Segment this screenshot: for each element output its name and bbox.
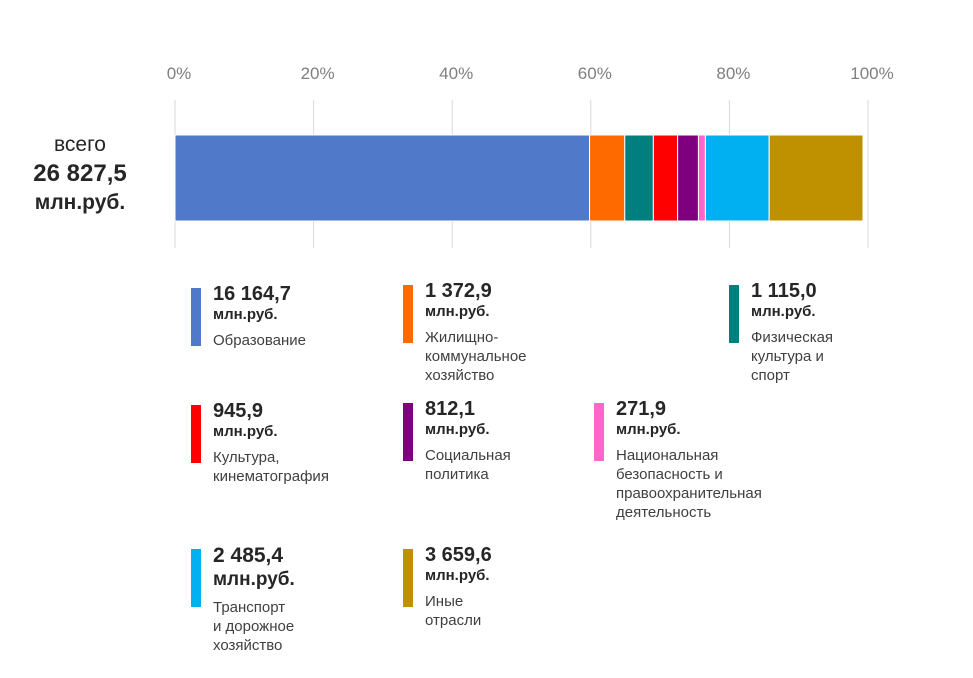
total-value: 26 827,5 [33, 160, 127, 187]
legend-swatch [191, 405, 201, 463]
bar-segment-0 [174, 134, 591, 222]
legend-swatch [403, 403, 413, 461]
legend-unit: млн.руб. [213, 423, 278, 440]
legend-swatch [191, 549, 201, 607]
legend-value: 16 164,7 [213, 283, 291, 305]
x-tick-label: 40% [439, 64, 473, 83]
legend-value: 1 115,0 [751, 280, 817, 302]
legend-swatch [729, 285, 739, 343]
legend-name: Физическая культура и спорт [751, 329, 834, 384]
legend-swatch [191, 288, 201, 346]
total-unit: млн.руб. [34, 191, 126, 214]
x-tick-label: 60% [578, 64, 612, 83]
total-summary: всего 26 827,5 млн.руб. [10, 132, 150, 216]
legend-value: 271,9 [616, 398, 667, 420]
bar-segment-1 [589, 134, 626, 222]
legend-unit: млн.руб. [425, 303, 490, 320]
x-tick-label: 0% [167, 64, 192, 83]
total-label: всего [54, 133, 106, 156]
bar-segment-2 [624, 134, 654, 222]
legend-unit: млн.руб. [616, 421, 681, 438]
bar-segment-5 [697, 134, 706, 222]
legend-name: Социальная политика [425, 447, 511, 483]
legend-name: Иные отрасли [425, 593, 482, 629]
legend-swatch [594, 403, 604, 461]
x-tick-label: 100% [850, 64, 893, 83]
legend-value: 812,1 [425, 398, 476, 420]
legend-unit: млн.руб. [213, 306, 278, 323]
legend-name: Национальная безопасность и правоохранит… [616, 447, 762, 521]
legend-unit: млн.руб. [425, 567, 490, 584]
legend-unit: млн.руб. [751, 303, 816, 320]
legend-value: 2 485,4 [213, 544, 284, 567]
bar-segment-3 [652, 134, 679, 222]
legend-name: Жилищно-коммунальное хозяйство [425, 329, 527, 384]
legend-unit: млн.руб. [213, 569, 295, 590]
x-axis-tick-labels: 0% 20% 40% 60% 80% 100% [167, 64, 894, 83]
bar-segment-7 [768, 134, 864, 222]
legend-swatch [403, 285, 413, 343]
legend-name: Образование [213, 332, 306, 349]
legend-name: Культура, кинематография [213, 449, 329, 485]
legend-value: 3 659,6 [425, 544, 492, 566]
x-tick-label: 80% [716, 64, 750, 83]
bar-segments [174, 134, 864, 222]
legend-value: 945,9 [213, 400, 264, 422]
bar-segment-6 [704, 134, 770, 222]
legend-unit: млн.руб. [425, 421, 490, 438]
legend-name: Транспорт и дорожное хозяйство [213, 599, 295, 654]
legend-value: 1 372,9 [425, 280, 492, 302]
legend-swatch [403, 549, 413, 607]
x-tick-label: 20% [301, 64, 335, 83]
bar-segment-4 [677, 134, 699, 222]
